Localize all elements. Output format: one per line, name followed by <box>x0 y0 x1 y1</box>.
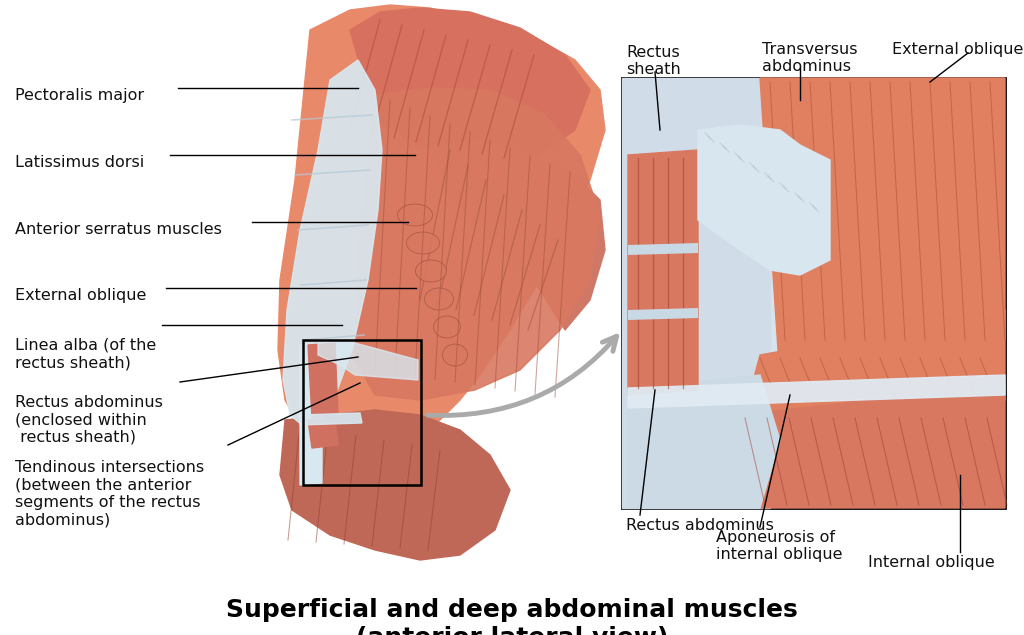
Bar <box>303 340 421 485</box>
Text: Internal oblique: Internal oblique <box>868 555 994 570</box>
Polygon shape <box>300 343 322 485</box>
Polygon shape <box>628 243 698 255</box>
Polygon shape <box>283 60 382 430</box>
Polygon shape <box>280 410 510 560</box>
Polygon shape <box>628 375 1005 408</box>
Text: Rectus
sheath: Rectus sheath <box>626 45 681 77</box>
Text: Transversus
abdominus: Transversus abdominus <box>762 42 857 74</box>
Polygon shape <box>628 308 698 320</box>
Polygon shape <box>430 140 605 330</box>
Ellipse shape <box>425 288 454 310</box>
Text: Aponeurosis of
internal oblique: Aponeurosis of internal oblique <box>716 530 843 563</box>
Text: Rectus abdominus: Rectus abdominus <box>626 518 774 533</box>
Polygon shape <box>622 78 770 508</box>
Text: Rectus abdominus
(enclosed within
 rectus sheath): Rectus abdominus (enclosed within rectus… <box>15 395 163 444</box>
Polygon shape <box>760 78 1005 380</box>
Polygon shape <box>628 150 698 395</box>
Polygon shape <box>740 385 1005 508</box>
Ellipse shape <box>433 316 461 338</box>
Text: External oblique: External oblique <box>15 288 146 303</box>
Polygon shape <box>350 8 590 160</box>
Polygon shape <box>300 413 362 425</box>
Polygon shape <box>308 418 338 448</box>
Polygon shape <box>698 125 830 275</box>
Text: Pectoralis major: Pectoralis major <box>15 88 144 103</box>
Text: Anterior serratus muscles: Anterior serratus muscles <box>15 222 222 237</box>
Ellipse shape <box>416 260 446 282</box>
Polygon shape <box>355 88 600 400</box>
Text: Latissimus dorsi: Latissimus dorsi <box>15 155 144 170</box>
Ellipse shape <box>397 204 432 226</box>
Ellipse shape <box>442 344 468 366</box>
Polygon shape <box>278 5 605 455</box>
Text: External oblique: External oblique <box>892 42 1023 57</box>
Polygon shape <box>628 375 780 508</box>
Polygon shape <box>308 343 338 418</box>
Ellipse shape <box>407 232 439 254</box>
Text: Tendinous intersections
(between the anterior
segments of the rectus
abdominus): Tendinous intersections (between the ant… <box>15 460 204 527</box>
Polygon shape <box>318 341 418 380</box>
Text: Linea alba (of the
rectus sheath): Linea alba (of the rectus sheath) <box>15 338 157 370</box>
Polygon shape <box>748 310 1005 430</box>
Text: Superficial and deep abdominal muscles
(anterior lateral view): Superficial and deep abdominal muscles (… <box>226 598 798 635</box>
Bar <box>622 78 1005 508</box>
